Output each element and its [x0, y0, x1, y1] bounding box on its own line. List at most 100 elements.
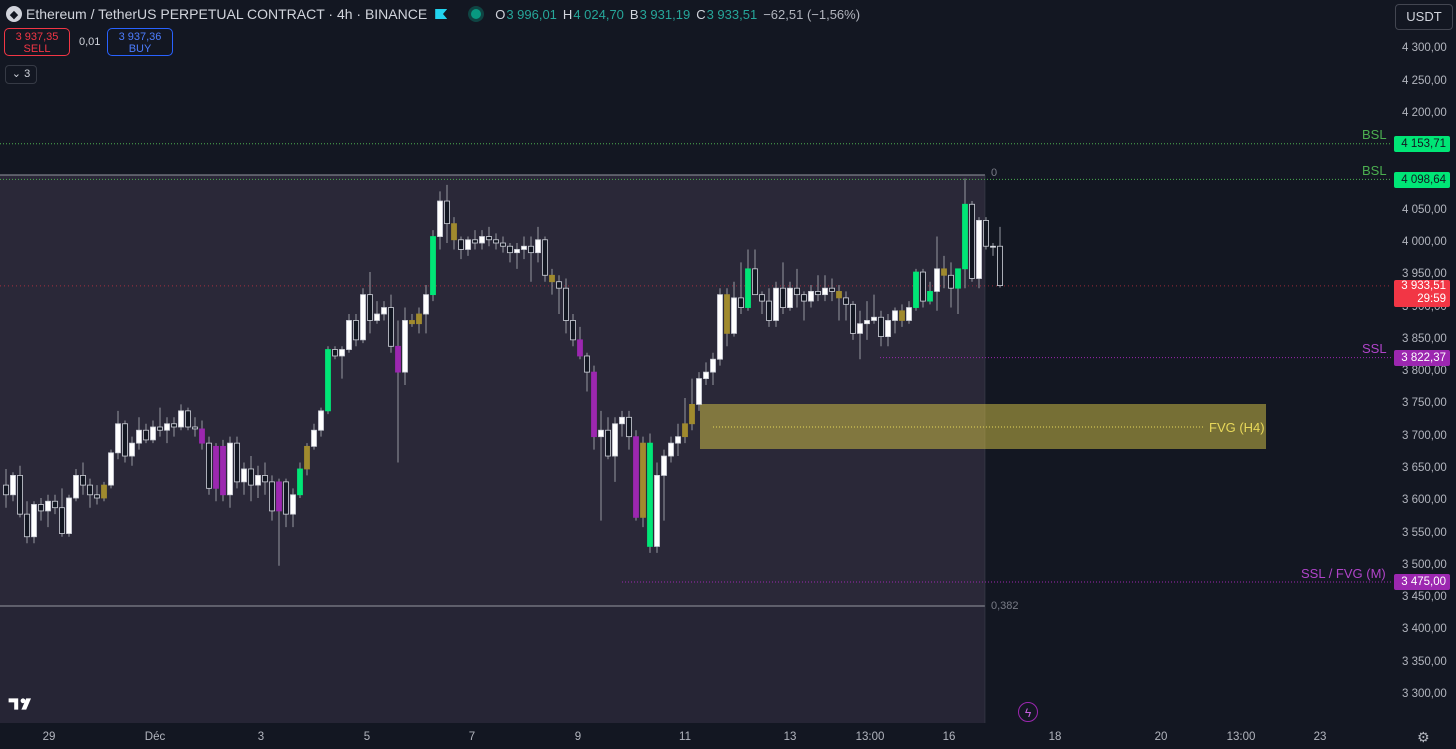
candle [416, 313, 422, 325]
price-axis-label: 3 450,00 [1402, 591, 1447, 604]
currency-selector[interactable]: USDT [1395, 4, 1453, 30]
symbol-title[interactable]: Ethereum / TetherUS PERPETUAL CONTRACT ·… [26, 6, 428, 22]
price-axis-label: 3 700,00 [1402, 429, 1447, 442]
candle [563, 287, 569, 321]
candle [269, 481, 275, 512]
bsl-price-tag: 4 098,64 [1394, 172, 1450, 188]
candle [514, 249, 520, 254]
candle [990, 245, 996, 248]
candle [143, 429, 149, 441]
candle [108, 452, 114, 486]
candle [227, 442, 233, 496]
price-axis-label: 3 300,00 [1402, 687, 1447, 700]
ethereum-icon[interactable]: ◆ [6, 6, 22, 22]
candle [486, 236, 492, 241]
candle [640, 442, 646, 518]
flag-icon[interactable] [435, 9, 448, 19]
fvg-h4-label[interactable]: FVG (H4) [1209, 420, 1265, 435]
candle [458, 239, 464, 250]
candle [969, 203, 975, 279]
candle [549, 274, 555, 283]
candle [374, 313, 380, 321]
candle [983, 220, 989, 247]
tradingview-logo[interactable] [8, 696, 38, 712]
price-axis-label: 3 350,00 [1402, 655, 1447, 668]
candle [297, 468, 303, 496]
candle [388, 307, 394, 347]
chevron-down-icon: ⌄ [11, 68, 22, 80]
bar-countdown: 29:59 [1417, 293, 1446, 305]
time-axis-label: 18 [1048, 731, 1062, 743]
time-axis-label: 3 [257, 731, 265, 743]
candle [122, 423, 128, 457]
candle [325, 349, 331, 412]
candle [206, 442, 212, 489]
candle [668, 442, 674, 457]
fib-retracement-zone [0, 175, 985, 606]
candle [661, 455, 667, 476]
time-axis-label: 20 [1154, 731, 1168, 743]
gear-icon[interactable]: ⚙ [1417, 729, 1430, 745]
candle [367, 294, 373, 321]
candle [115, 423, 121, 454]
candle [864, 320, 870, 325]
sell-button[interactable]: 3 937,35 SELL [4, 28, 70, 56]
price-axis-label: 4 300,00 [1402, 42, 1447, 55]
candle [73, 475, 79, 499]
candle [934, 268, 940, 292]
candle [304, 445, 310, 470]
candle [955, 268, 961, 289]
price-axis-label: 3 950,00 [1402, 268, 1447, 281]
candle [829, 287, 835, 292]
candle [717, 294, 723, 360]
last-price-tag: 3 933,51 29:59 [1394, 280, 1450, 307]
market-status-icon[interactable] [471, 9, 482, 19]
candle [612, 423, 618, 457]
indicators-toggle[interactable]: ⌄ 3 [5, 65, 37, 84]
candle [45, 500, 51, 512]
candle [591, 371, 597, 438]
price-axis-label: 3 500,00 [1402, 558, 1447, 571]
candle [220, 445, 226, 496]
sell-price: 3 937,35 [15, 31, 59, 43]
candle [703, 371, 709, 379]
candle [451, 223, 457, 241]
buy-button[interactable]: 3 937,36 BUY [107, 28, 173, 56]
ssl-label[interactable]: SSL [1362, 341, 1387, 356]
ssl-fvg-label[interactable]: SSL / FVG (M) [1301, 566, 1386, 581]
candle [465, 239, 471, 250]
candle [136, 429, 142, 444]
ohlc-change: −62,51 (−1,56%) [763, 6, 861, 22]
candle [318, 410, 324, 431]
price-axis-label: 4 250,00 [1402, 74, 1447, 87]
candle [962, 203, 968, 270]
bsl-label[interactable]: BSL [1362, 127, 1387, 142]
candle [626, 416, 632, 438]
candle [647, 442, 653, 547]
candle [185, 410, 191, 428]
candle [129, 442, 135, 457]
candle [633, 436, 639, 518]
candle [787, 287, 793, 308]
candle [479, 236, 485, 244]
candle [346, 320, 352, 350]
candle [857, 323, 863, 334]
candle [577, 339, 583, 357]
candle [360, 294, 366, 341]
candle [192, 426, 198, 430]
candle [234, 442, 240, 483]
price-axis-label: 4 050,00 [1402, 203, 1447, 216]
time-axis-label: 29 [42, 731, 56, 743]
candle [689, 403, 695, 425]
candle [808, 291, 814, 302]
lightning-icon[interactable]: ϟ [1018, 702, 1038, 722]
price-axis-label: 4 000,00 [1402, 236, 1447, 248]
candle [248, 468, 254, 486]
bsl-label[interactable]: BSL [1362, 163, 1387, 178]
candle [339, 349, 345, 357]
candle [332, 349, 338, 357]
candle [472, 239, 478, 244]
candle [927, 291, 933, 302]
candle [682, 423, 688, 438]
